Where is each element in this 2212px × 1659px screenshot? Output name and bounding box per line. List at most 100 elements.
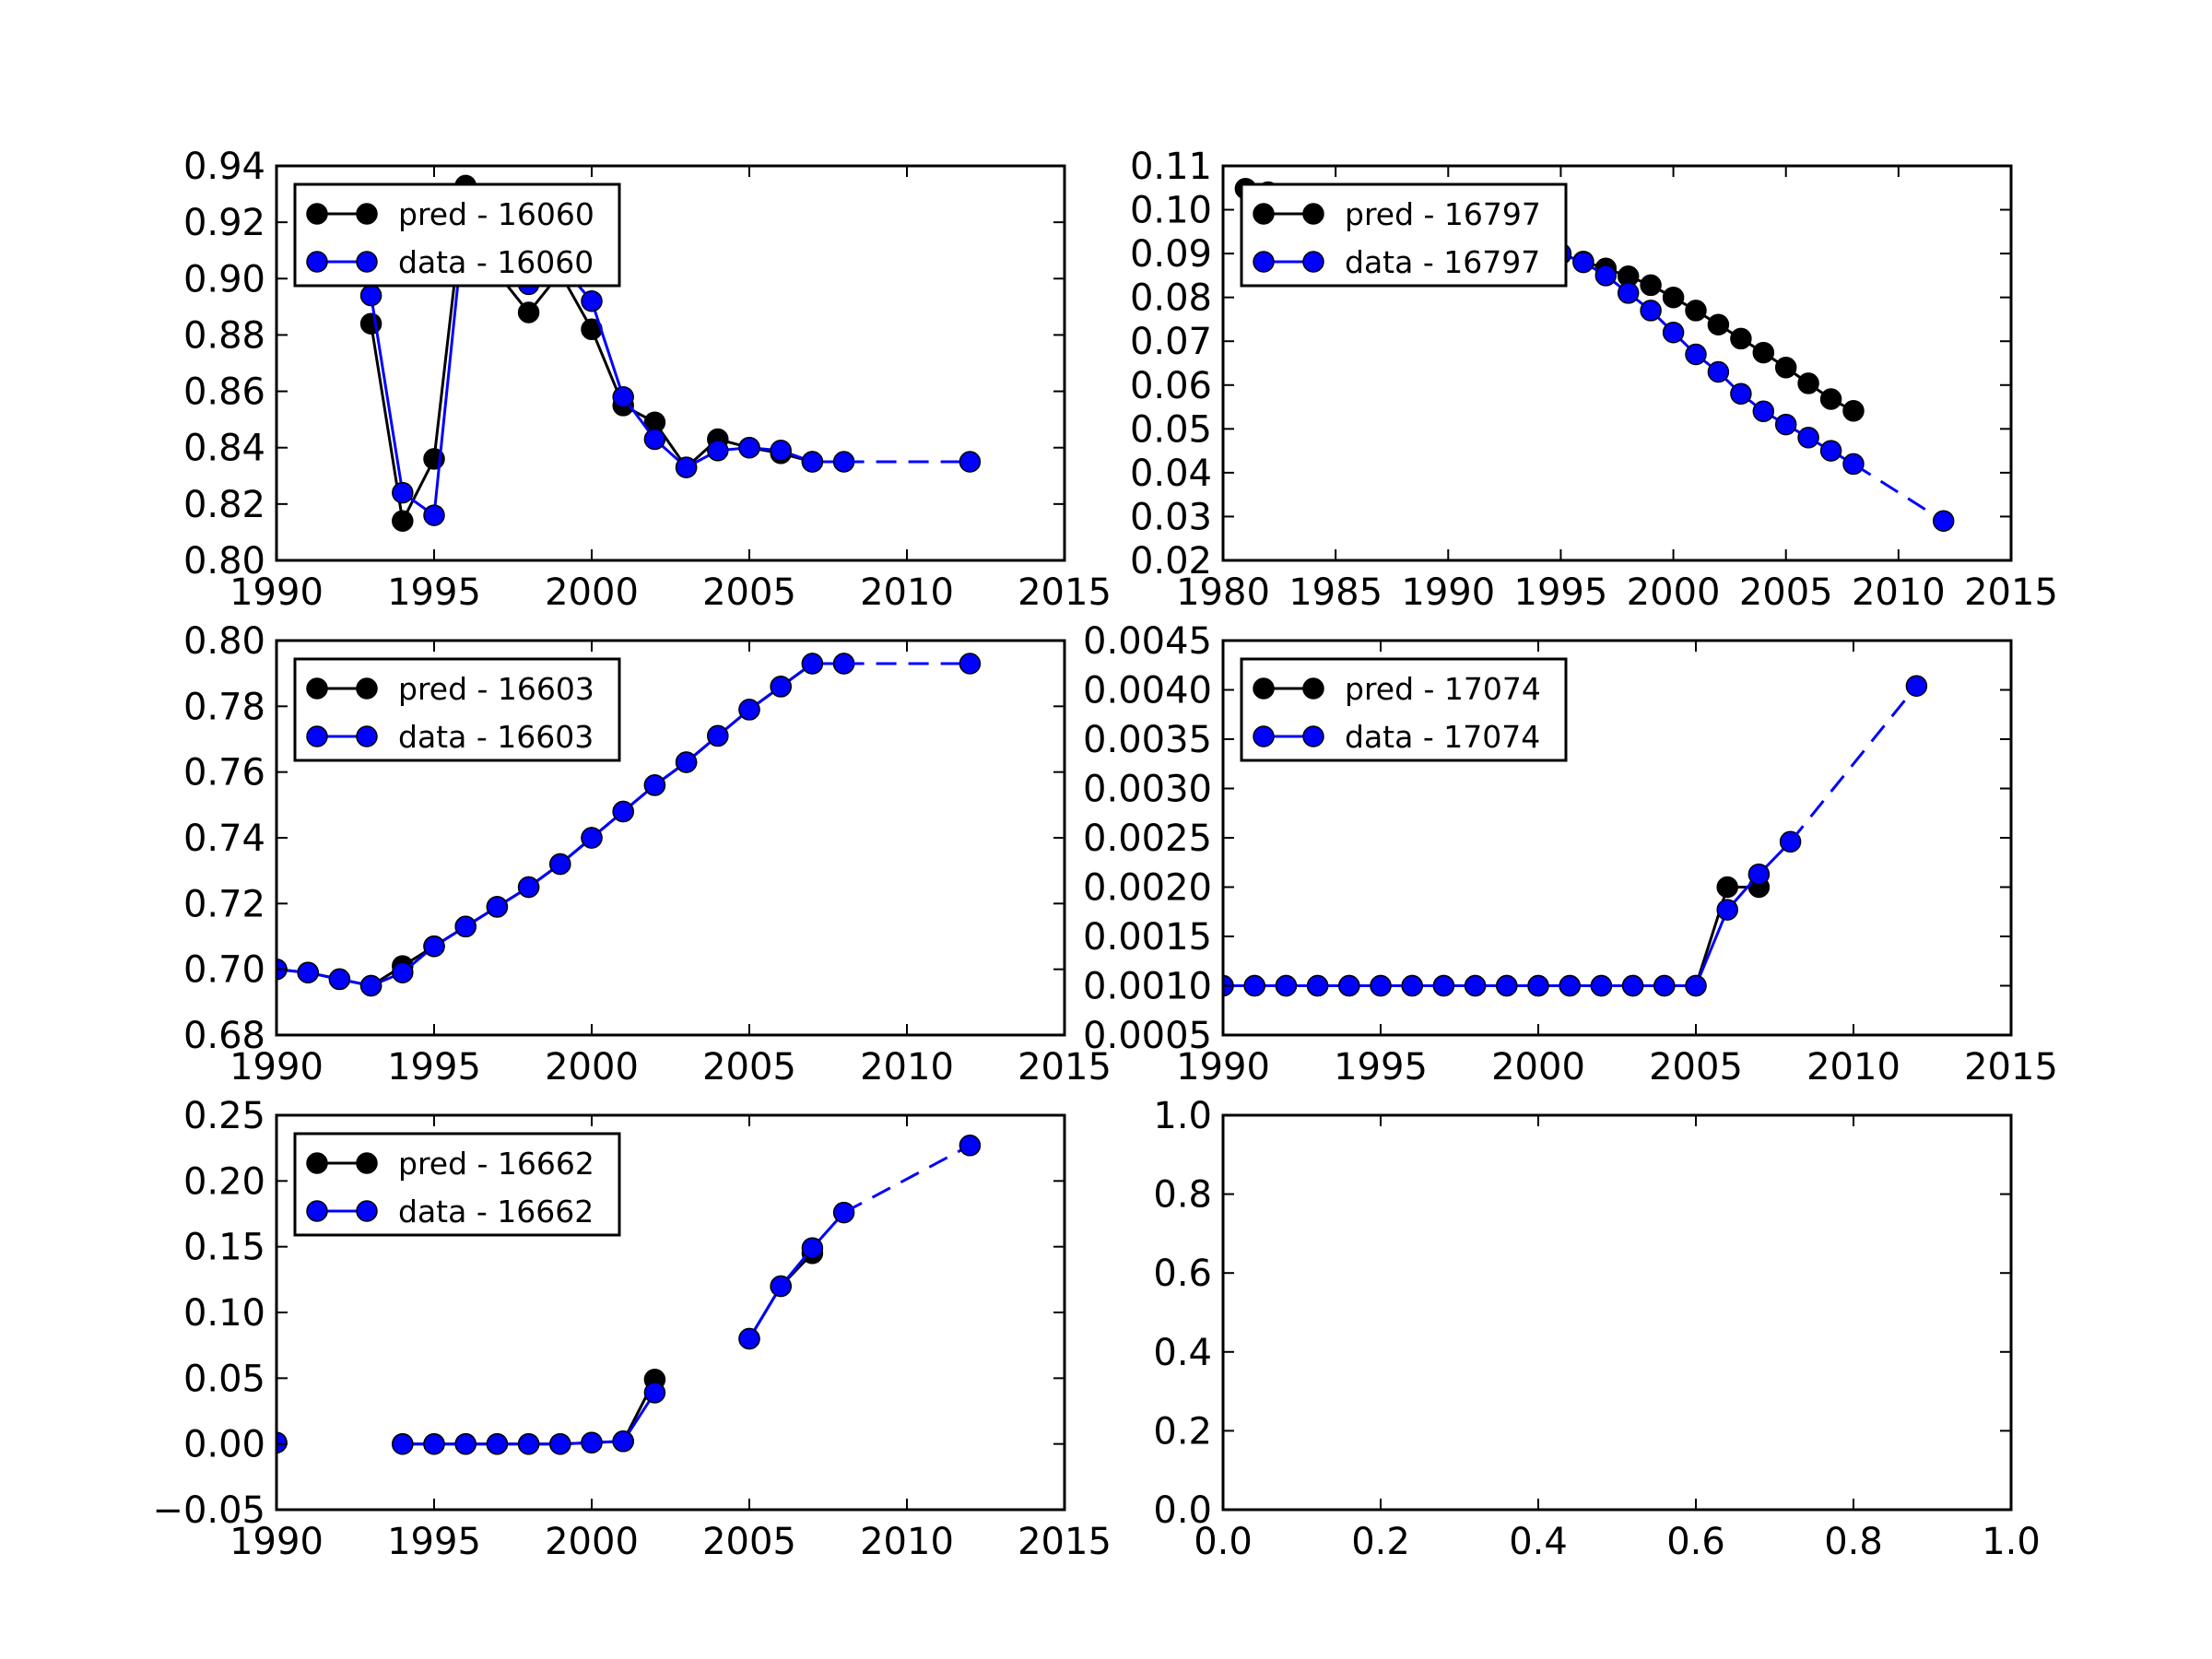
x-tick-label: 2000 [1491,1046,1585,1088]
axes-frame [1221,164,2013,562]
data-point [1707,313,1730,335]
data-point [1662,321,1685,344]
data-point [612,800,634,823]
data-point [1401,974,1423,997]
data-point [801,451,824,473]
legend-box [293,182,621,288]
data-point [423,1432,445,1455]
legend-box [1240,182,1568,288]
x-tick-label: 2000 [545,571,639,614]
legend-marker [306,1152,328,1174]
y-tick-label: 0.0020 [1083,867,1212,910]
y-tick-label: 0.05 [183,1358,265,1400]
data-point [359,284,382,307]
legend-label: data - 16662 [398,1194,594,1230]
data-point [1819,440,1842,462]
data-point [1640,274,1662,297]
data-point [1275,974,1298,997]
legend-marker [1302,203,1324,225]
y-tick-label: 0.90 [183,258,265,300]
y-tick-label: 0.11 [1130,146,1212,188]
data-point [770,1275,792,1298]
legend-marker [306,203,328,225]
data-point [1590,974,1613,997]
data-point [1932,510,1955,532]
x-tick-label: 2010 [860,571,954,614]
legend-label: pred - 16662 [398,1146,594,1182]
data-point [675,751,698,773]
x-tick-label: 2010 [1806,1046,1900,1088]
y-tick-label: 0.0035 [1083,719,1212,761]
x-tick-label: 1985 [1288,571,1382,614]
data-point [423,504,445,526]
y-tick-label: 0.8 [1153,1174,1212,1217]
y-tick-label: 0.76 [183,752,265,794]
data-point [359,312,382,335]
y-tick-label: 0.70 [183,949,265,992]
data-point [643,428,666,451]
y-tick-label: 0.0045 [1083,620,1212,663]
y-tick-label: 0.0025 [1083,818,1212,860]
plot-area [1223,675,1928,997]
y-tick-label: 1.0 [1153,1095,1212,1137]
legend-label: data - 16797 [1345,244,1540,280]
legend-box [293,657,621,762]
data-point [392,481,414,504]
y-tick-label: 0.15 [183,1227,265,1269]
y-tick-label: 0.05 [1130,408,1212,451]
series-line [747,1211,845,1340]
legend-marker [1302,677,1324,700]
plot-area [276,1135,982,1455]
legend: pred - 16060 data - 16060 [293,182,621,288]
legend-marker [1302,251,1324,273]
legend-marker [356,725,378,747]
data-point [297,961,319,983]
data-point [801,653,824,675]
x-tick-label: 2005 [1739,571,1833,614]
y-tick-label: 0.6 [1153,1253,1212,1295]
data-point [959,653,982,675]
data-point [1752,400,1775,423]
data-point [1527,974,1549,997]
series-line [370,204,844,518]
x-tick-label: 2010 [860,1521,954,1563]
data-point [1685,974,1707,997]
data-point [738,699,760,721]
y-tick-label: 0.78 [183,686,265,728]
data-point [454,915,477,938]
legend-marker [306,1200,328,1222]
data-point [1653,974,1676,997]
y-tick-label: 0.74 [183,818,265,860]
data-point [1370,974,1392,997]
legend-marker [1253,203,1275,225]
x-tick-label: 2015 [1964,571,2058,614]
y-tick-label: 0.4 [1153,1332,1212,1374]
data-point [738,436,760,459]
legend-marker [356,251,378,273]
x-tick-label: 1995 [1514,571,1608,614]
legend-marker [1302,725,1324,747]
x-tick-label: 2005 [1649,1046,1743,1088]
legend-marker [356,1200,378,1222]
subplot-1: 1990 1995 2000 2005 2010 2015 0.80 0.82 0.84 0.86… [183,146,1112,614]
data-point [423,935,445,958]
y-tick-label: 0.68 [183,1015,265,1057]
data-point [1559,974,1581,997]
data-point [1797,372,1819,394]
data-point [1306,974,1329,997]
data-point [1617,282,1640,304]
x-tick-label: 2010 [860,1046,954,1088]
x-tick-label: 2010 [1852,571,1946,614]
legend-box [293,1132,621,1237]
data-point [454,1432,477,1455]
dashed-extension-line [842,1144,971,1214]
legend-box [1240,657,1568,762]
y-tick-label: 0.08 [1130,277,1212,320]
x-tick-label: 2005 [702,1521,796,1563]
data-point [549,853,571,876]
y-tick-label: 0.82 [183,484,265,526]
data-point [770,440,792,462]
legend-marker [1253,725,1275,747]
data-point [1842,400,1865,422]
